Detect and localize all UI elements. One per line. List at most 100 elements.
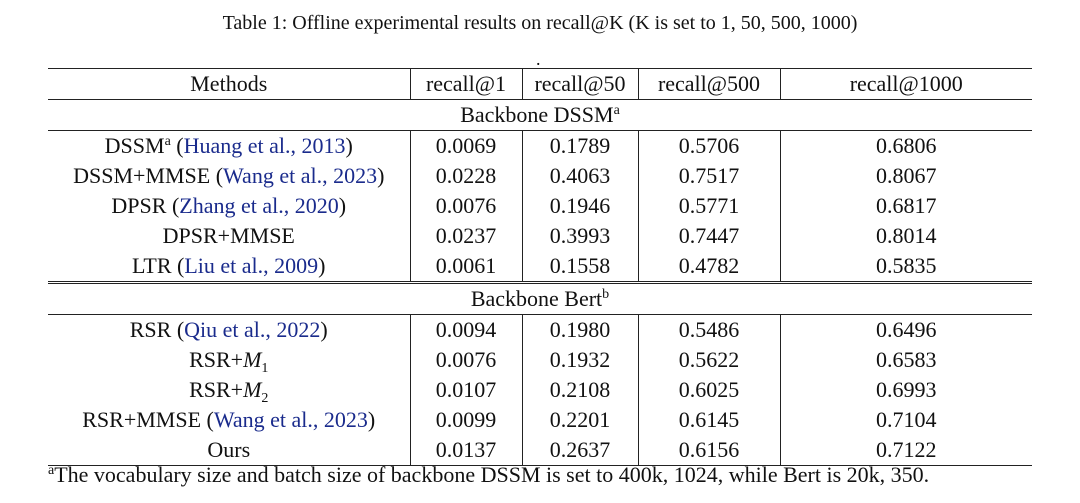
table-row: Ours 0.0137 0.2637 0.6156 0.7122: [48, 435, 1032, 466]
ref-close: ): [367, 407, 376, 432]
method-name: DSSM+MMSE: [73, 163, 211, 188]
method-cell: DSSM+MMSE (Wang et al., 2023): [48, 161, 410, 191]
section-header-row: Backbone DSSMa: [48, 99, 1032, 131]
method-cell: Ours: [48, 435, 410, 466]
value-cell: 0.5706: [637, 130, 780, 161]
section-title-text: Backbone DSSM: [460, 102, 614, 127]
method-name: DPSR+MMSE: [162, 223, 295, 248]
table-row: LTR (Liu et al., 2009) 0.0061 0.1558 0.4782…: [48, 251, 1032, 284]
ref-open: (: [171, 317, 185, 342]
header-cell-recall-1: recall@1: [409, 68, 522, 100]
value-cell: 0.6156: [637, 435, 780, 466]
value-cell: 0.5835: [779, 251, 1032, 284]
results-table: Methods recall@1 recall@50 recall@500 re…: [48, 68, 1032, 466]
value-cell: 0.0061: [409, 251, 522, 284]
value-cell: 0.0069: [409, 130, 522, 161]
method-cell: RSR+M1: [48, 345, 410, 376]
value-cell: 0.6806: [779, 130, 1032, 161]
table-row: DSSM+MMSE (Wang et al., 2023) 0.0228 0.406…: [48, 161, 1032, 191]
value-cell: 0.0228: [409, 161, 522, 191]
value-cell: 0.1946: [521, 191, 638, 221]
table-row: RSR+M2 0.0107 0.2108 0.6025 0.6993: [48, 375, 1032, 406]
ref-close: ): [377, 163, 385, 188]
method-marker: a: [164, 134, 171, 149]
value-cell: 0.1980: [521, 314, 638, 345]
table-row: RSR (Qiu et al., 2022) 0.0094 0.1980 0.5486…: [48, 314, 1032, 345]
table-row: RSR+M1 0.0076 0.1932 0.5622 0.6583: [48, 345, 1032, 376]
citation-link[interactable]: Wang et al., 2023: [213, 407, 368, 432]
header-cell-recall-1000: recall@1000: [779, 68, 1032, 100]
caption-dot: .: [536, 49, 541, 69]
value-cell: 0.2108: [521, 375, 638, 405]
math-subscript: 1: [261, 361, 269, 376]
citation-link[interactable]: Qiu et al., 2022: [184, 317, 321, 342]
section-title: Backbone Bertb: [48, 282, 1032, 315]
value-cell: 0.5771: [637, 191, 780, 221]
header-row: Methods recall@1 recall@50 recall@500 re…: [48, 68, 1032, 100]
value-cell: 0.6817: [779, 191, 1032, 221]
method-cell: DSSMa (Huang et al., 2013): [48, 131, 410, 162]
ref-open: (: [170, 133, 184, 158]
method-cell: LTR (Liu et al., 2009): [48, 251, 410, 284]
ref-open: (: [171, 253, 185, 278]
value-cell: 0.0237: [409, 221, 522, 251]
value-cell: 0.8014: [779, 221, 1032, 251]
ref-close: ): [338, 193, 347, 218]
value-cell: 0.2201: [521, 405, 638, 435]
section-title-text: Backbone Bert: [470, 286, 603, 311]
footnote-text: The vocabulary size and batch size of ba…: [54, 462, 930, 487]
ref-open: (: [201, 407, 214, 432]
ref-close: ): [345, 133, 353, 158]
value-cell: 0.2637: [521, 435, 638, 466]
value-cell: 0.6145: [637, 405, 780, 435]
value-cell: 0.3993: [521, 221, 638, 251]
value-cell: 0.5622: [637, 345, 780, 375]
method-name: DPSR: [111, 193, 167, 218]
method-name: RSR: [129, 317, 172, 342]
value-cell: 0.5486: [637, 314, 780, 345]
table-row: RSR+MMSE (Wang et al., 2023) 0.0099 0.2201…: [48, 405, 1032, 435]
value-cell: 0.0099: [409, 405, 522, 435]
table-row: DPSR+MMSE 0.0237 0.3993 0.7447 0.8014: [48, 221, 1032, 251]
header-cell-recall-50: recall@50: [521, 68, 638, 100]
value-cell: 0.7122: [779, 435, 1032, 466]
method-name: Ours: [207, 437, 251, 462]
value-cell: 0.1789: [521, 130, 638, 161]
value-cell: 0.0094: [409, 314, 522, 345]
ref-open: (: [210, 163, 224, 188]
method-name: RSR+MMSE: [82, 407, 202, 432]
value-cell: 0.4782: [637, 251, 780, 284]
citation-link[interactable]: Wang et al., 2023: [223, 163, 378, 188]
table-row: DPSR (Zhang et al., 2020) 0.0076 0.1946 0.5…: [48, 191, 1032, 221]
value-cell: 0.7517: [637, 161, 780, 191]
citation-link[interactable]: Huang et al., 2013: [183, 133, 346, 158]
ref-open: (: [166, 193, 180, 218]
method-cell: DPSR (Zhang et al., 2020): [48, 191, 410, 221]
value-cell: 0.1558: [521, 251, 638, 284]
section-header-row: Backbone Bertb: [48, 282, 1032, 315]
header-cell-methods: Methods: [48, 68, 410, 100]
value-cell: 0.0076: [409, 345, 522, 375]
citation-link[interactable]: Zhang et al., 2020: [179, 193, 339, 218]
method-cell: RSR+MMSE (Wang et al., 2023): [48, 405, 410, 435]
value-cell: 0.7447: [637, 221, 780, 251]
table-caption: Table 1: Offline experimental results on…: [222, 12, 858, 34]
ref-close: ): [318, 253, 326, 278]
value-cell: 0.6993: [779, 375, 1032, 405]
value-cell: 0.4063: [521, 161, 638, 191]
value-cell: 0.8067: [779, 161, 1032, 191]
value-cell: 0.7104: [779, 405, 1032, 435]
table-footnote: aThe vocabulary size and batch size of b…: [48, 462, 929, 488]
citation-link[interactable]: Liu et al., 2009: [184, 253, 319, 278]
ref-close: ): [320, 317, 328, 342]
method-cell: DPSR+MMSE: [48, 221, 410, 251]
section-title: Backbone DSSMa: [48, 99, 1032, 131]
math-letter: M: [243, 347, 262, 372]
method-name: DSSM: [104, 133, 165, 158]
section-title-marker: b: [602, 287, 610, 302]
math-letter: M: [243, 377, 262, 402]
header-cell-recall-500: recall@500: [637, 68, 780, 100]
method-name: LTR: [132, 253, 172, 278]
value-cell: 0.0137: [409, 435, 522, 466]
value-cell: 0.0107: [409, 375, 522, 405]
